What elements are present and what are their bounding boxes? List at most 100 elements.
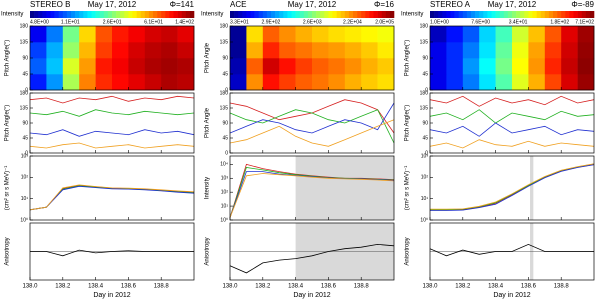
x-tick-label: 138.2 [55, 284, 71, 290]
series-line [429, 243, 594, 257]
series-line [229, 243, 395, 274]
series-line [29, 129, 195, 137]
colorbar-segment [438, 11, 443, 18]
colorbar-segment [62, 11, 68, 18]
colorbar-segment [454, 11, 459, 18]
heatmap-cell [62, 42, 80, 59]
colorbar-segment [516, 11, 521, 18]
colorbar-tick-label: 3.3E+01 [230, 19, 249, 25]
panel-frame [429, 155, 595, 221]
colorbar-segment [373, 11, 378, 18]
heatmap-cell [161, 42, 178, 59]
colorbar-segment [144, 11, 150, 18]
y-tick-label: 10¹ [21, 196, 29, 202]
colorbar-segment [136, 11, 141, 18]
colorbar-label: Intensity [401, 12, 423, 18]
panel-frame [229, 155, 395, 221]
colorbar-segment [95, 11, 100, 18]
heatmap-cell [344, 74, 362, 91]
colorbar-segment [165, 11, 170, 18]
colorbar-segment [177, 11, 182, 18]
colorbar-segment [340, 11, 346, 18]
colorbar-segment [369, 11, 374, 18]
colorbar-segment [30, 11, 35, 18]
series-line [429, 139, 595, 149]
title: STEREO A [430, 0, 471, 9]
heatmap-cell [230, 42, 247, 59]
heatmap-cell [344, 58, 362, 75]
x-tick-label: 138.6 [321, 284, 337, 290]
y-tick-label: 180 [420, 23, 429, 29]
colorbar-segment [124, 11, 129, 18]
colorbar-segment [42, 11, 47, 18]
y-tick-label: 180 [220, 23, 229, 29]
colorbar-tick-label: 3.4E+01 [509, 19, 528, 25]
series-line [29, 184, 195, 211]
heatmap-cell [246, 26, 264, 43]
colorbar-tick-label: 7.6E+00 [471, 19, 490, 25]
heatmap-cell [479, 74, 496, 91]
y-axis-label: (cm² sr s MeV)⁻¹ [405, 166, 411, 211]
x-axis-label: Day in 2012 [293, 292, 330, 299]
heatmap-cell [246, 42, 264, 59]
colorbar-segment [148, 11, 154, 18]
colorbar-segment [348, 11, 354, 18]
colorbar-tick-label: 2.6E+01 [103, 19, 122, 25]
colorbar-segment [430, 11, 435, 18]
colorbar-segment [283, 11, 288, 18]
x-tick-label: 138.0 [422, 284, 438, 290]
colorbar-tick-label: 2.0E+05 [375, 19, 394, 25]
colorbar-segment [189, 11, 195, 18]
heatmap-cell [262, 26, 280, 43]
heatmap-cell [446, 42, 464, 59]
heatmap-cell [128, 58, 146, 75]
colorbar-segment [83, 11, 88, 18]
heatmap-cell [144, 58, 162, 75]
x-tick-label: 138.0 [222, 284, 238, 290]
heatmap-cell [295, 26, 313, 43]
colorbar-segment [544, 11, 550, 18]
heatmap-cell [430, 58, 447, 75]
colorbar-segment [153, 11, 158, 18]
y-tick-label: 10⁴ [220, 162, 228, 168]
heatmap-cell [79, 74, 96, 91]
colorbar-segment [87, 11, 92, 18]
colorbar-segment [34, 11, 39, 18]
colorbar-tick-label: 1.4E+02 [175, 19, 194, 25]
colorbar-segment [234, 11, 239, 18]
colorbar-segment [389, 11, 395, 18]
heatmap-cell [262, 58, 280, 75]
y-tick-label: 10² [421, 175, 429, 181]
heatmap-cell [30, 26, 47, 43]
heatmap-cell [328, 42, 346, 59]
colorbar-segment [307, 11, 313, 18]
x-tick-label: 138.4 [488, 284, 504, 290]
heatmap-cell [46, 74, 64, 91]
heatmap-cell [95, 42, 113, 59]
y-axis-label: Pitch Angle(°) [5, 40, 11, 76]
series-line [29, 95, 195, 104]
y-tick-label: 0 [225, 150, 228, 156]
heatmap-cell [528, 58, 546, 75]
heatmap-cell [328, 58, 346, 75]
colorbar-segment [107, 11, 113, 18]
colorbar-segment [238, 11, 243, 18]
y-tick-label: 10⁰ [20, 217, 28, 223]
heatmap-cell [112, 74, 129, 91]
heatmap-cell [262, 74, 280, 91]
series-line [430, 164, 595, 211]
series-line [29, 109, 195, 117]
series-line [30, 249, 194, 257]
y-tick-label: 10⁰ [420, 217, 428, 223]
colorbar-segment [442, 11, 447, 18]
colorbar-segment [258, 11, 264, 18]
colorbar-segment [303, 11, 309, 18]
colorbar-segment [312, 11, 317, 18]
colorbar-tick-label: 2.6E+03 [303, 19, 322, 25]
heatmap-cell [112, 42, 129, 59]
heatmap-cell [430, 42, 447, 59]
y-tick-label: 135 [220, 39, 229, 45]
heatmap-cell [312, 74, 329, 91]
heatmap-cell [544, 42, 562, 59]
colorbar-segment [532, 11, 537, 18]
